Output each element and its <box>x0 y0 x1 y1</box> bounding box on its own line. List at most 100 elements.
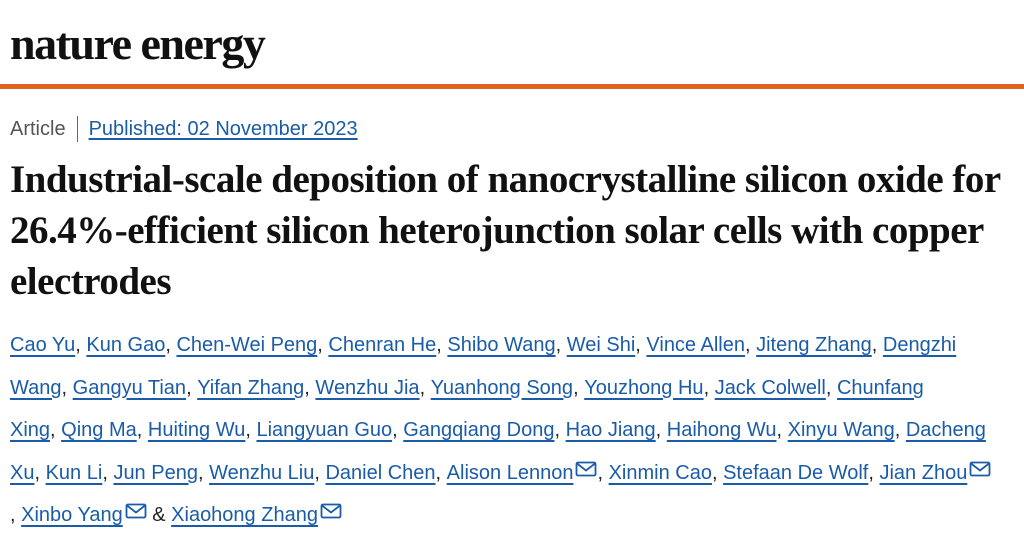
author-name-link[interactable]: Shibo Wang <box>447 334 556 356</box>
author-item: Wenzhu Jia, <box>315 377 430 399</box>
author-item: Yuanhong Song, <box>431 377 585 399</box>
author-item: Wenzhu Liu, <box>209 462 325 484</box>
author-name-link[interactable]: Cao Yu <box>10 334 76 356</box>
author-separator: , <box>703 376 715 399</box>
author-name-link[interactable]: Qing Ma <box>61 419 137 441</box>
author-item: Daniel Chen, <box>325 462 446 484</box>
author-item: Wei Shi, <box>567 334 647 356</box>
author-item: Xinmin Cao, <box>609 462 724 484</box>
author-item: Chenran He, <box>328 334 447 356</box>
article-type: Article <box>10 118 66 140</box>
author-name-link[interactable]: Xinyu Wang <box>787 419 895 441</box>
author-name-link[interactable]: Daniel Chen <box>325 461 436 484</box>
author-separator: , <box>711 461 724 484</box>
author-separator: , <box>776 419 788 441</box>
author-separator: , <box>10 504 22 526</box>
author-item: Kun Gao, <box>86 334 176 356</box>
header-accent-rule <box>0 84 1024 89</box>
journal-logo[interactable]: nature energy <box>10 18 266 69</box>
author-item: Liangyuan Guo, <box>256 419 403 441</box>
author-name-link[interactable]: Jack Colwell <box>714 376 826 399</box>
author-separator: , <box>314 461 326 484</box>
author-name-link[interactable]: Wenzhu Liu <box>209 461 315 484</box>
author-item: Youzhong Hu, <box>584 377 715 399</box>
author-separator: , <box>304 376 316 399</box>
author-name-link[interactable]: Xinmin Cao <box>608 461 712 484</box>
author-item: Alison Lennon, <box>446 461 609 484</box>
author-separator: , <box>554 419 566 441</box>
author-item: Jiteng Zhang, <box>756 334 883 356</box>
author-item: Chen-Wei Peng, <box>176 334 328 356</box>
author-item: Xinbo Yang & <box>21 503 172 526</box>
author-separator: , <box>392 419 404 441</box>
author-name-link[interactable]: Xinbo Yang <box>21 504 123 526</box>
author-name-link[interactable]: Xiaohong Zhang <box>171 504 318 526</box>
author-item: Stefaan De Wolf, <box>723 462 879 484</box>
author-name-link[interactable]: Huiting Wu <box>147 419 246 441</box>
author-item: Qing Ma, <box>61 419 148 441</box>
author-item: Cao Yu, <box>10 334 86 356</box>
author-name-link[interactable]: Youzhong Hu <box>584 376 704 399</box>
author-name-link[interactable]: Kun Gao <box>86 334 166 356</box>
author-item: Gangqiang Dong, <box>403 419 565 441</box>
author-name-link[interactable]: Yuanhong Song <box>430 376 574 399</box>
meta-divider <box>76 116 78 142</box>
author-name-link[interactable]: Jun Peng <box>113 461 198 484</box>
author-separator: , <box>136 419 148 441</box>
author-separator: , <box>573 376 585 399</box>
author-item: Kun Li, <box>46 462 114 484</box>
author-separator: , <box>635 334 647 356</box>
author-separator: , <box>894 419 906 441</box>
author-name-link[interactable]: Dengzhi Wang <box>10 334 957 399</box>
author-separator: , <box>75 334 87 356</box>
author-name-link[interactable]: Chenran He <box>328 334 437 356</box>
author-name-link[interactable]: Hao Jiang <box>565 419 656 441</box>
author-name-link[interactable]: Haihong Wu <box>666 419 777 441</box>
author-separator: , <box>102 461 114 484</box>
author-item: Haihong Wu, <box>667 419 788 441</box>
article-meta: Article Published: 02 November 2023 <box>10 116 358 142</box>
author-separator: , <box>655 419 667 441</box>
author-item: Hao Jiang, <box>566 419 667 441</box>
author-separator: , <box>868 461 880 484</box>
author-name-link[interactable]: Gangqiang Dong <box>403 419 555 441</box>
author-separator: , <box>871 334 883 356</box>
author-item: Dacheng Xu, <box>10 419 986 484</box>
envelope-icon[interactable] <box>320 503 342 519</box>
author-item: Vince Allen, <box>646 334 756 356</box>
author-name-link[interactable]: Vince Allen <box>646 334 745 356</box>
article-title: Industrial-scale deposition of nanocryst… <box>10 158 1001 303</box>
author-item: Dengzhi Wang, <box>10 334 956 399</box>
author-separator: & <box>146 504 172 526</box>
author-name-link[interactable]: Stefaan De Wolf <box>723 461 869 484</box>
author-name-link[interactable]: Wei Shi <box>566 334 636 356</box>
author-separator: , <box>61 376 73 399</box>
author-separator: , <box>744 334 757 356</box>
author-item: Xinyu Wang, <box>788 419 906 441</box>
author-item: Gangyu Tian, <box>73 377 198 399</box>
author-name-link[interactable]: Liangyuan Guo <box>256 419 393 441</box>
author-name-link[interactable]: Kun Li <box>45 461 103 484</box>
envelope-icon[interactable] <box>125 503 147 519</box>
author-separator: , <box>436 334 448 356</box>
author-name-link[interactable]: Chunfang Xing <box>10 376 924 442</box>
author-name-link[interactable]: Jian Zhou <box>879 461 968 484</box>
author-item: Chunfang Xing, <box>10 377 924 442</box>
author-name-link[interactable]: Chen-Wei Peng <box>176 334 318 356</box>
envelope-icon[interactable] <box>969 461 991 477</box>
envelope-icon[interactable] <box>575 461 597 477</box>
author-name-link[interactable]: Gangyu Tian <box>72 376 187 399</box>
author-name-link[interactable]: Alison Lennon <box>446 461 574 484</box>
author-name-link[interactable]: Dacheng Xu <box>10 419 986 484</box>
published-date-link[interactable]: Published: 02 November 2023 <box>88 118 358 140</box>
author-separator: , <box>186 376 198 399</box>
author-separator: , <box>317 334 329 356</box>
author-item: Jian Zhou, <box>10 461 991 526</box>
author-separator: , <box>419 376 431 399</box>
author-name-link[interactable]: Wenzhu Jia <box>315 376 420 399</box>
author-name-link[interactable]: Jiteng Zhang <box>756 334 872 356</box>
author-name-link[interactable]: Yifan Zhang <box>197 376 305 399</box>
author-separator: , <box>197 461 210 484</box>
author-item: Jun Peng, <box>113 462 209 484</box>
author-item: Jack Colwell, <box>715 377 837 399</box>
